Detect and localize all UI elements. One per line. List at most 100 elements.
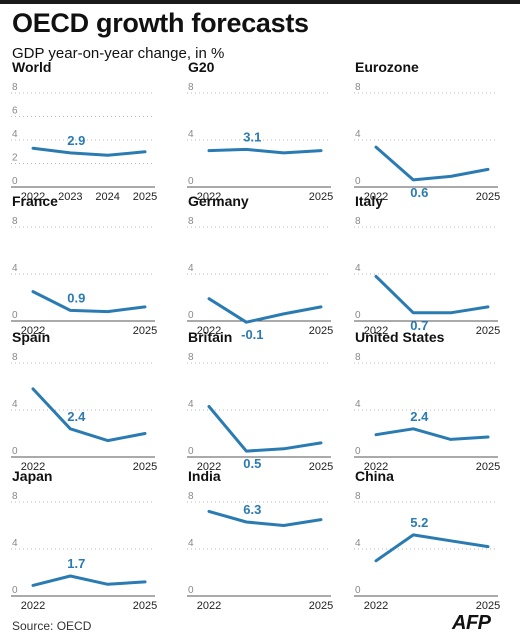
united-states-panel-title: United States	[355, 329, 445, 345]
india-ytick-label: 0	[188, 585, 194, 596]
eurozone-series-line	[374, 145, 490, 182]
g20-value-label: 3.1	[243, 129, 261, 144]
united-states-ytick-label: 8	[355, 352, 361, 363]
japan-ytick-label: 4	[12, 538, 18, 549]
eurozone-xtick-label: 2025	[476, 191, 500, 203]
eurozone-xtick-label: 2022	[364, 191, 388, 203]
japan-xtick-label: 2025	[133, 600, 157, 612]
spain-xtick-label: 2022	[21, 461, 45, 473]
world-xtick-label: 2025	[133, 191, 157, 203]
britain-panel-title: Britain	[188, 329, 232, 345]
britain-series-line	[207, 405, 323, 453]
france-series-line	[31, 290, 147, 314]
britain-xtick-label: 2025	[309, 461, 333, 473]
china-xtick-label: 2022	[364, 600, 388, 612]
japan-series-line	[31, 574, 147, 587]
india-series-line	[207, 509, 323, 527]
china-series-line	[374, 533, 490, 563]
germany-ytick-label: 8	[188, 216, 194, 227]
world-ytick-label: 8	[12, 82, 18, 93]
germany-ytick-label: 0	[188, 310, 194, 321]
world-ytick-label: 0	[12, 176, 18, 187]
germany-ytick-label: 4	[188, 263, 194, 274]
france-ytick-label: 0	[12, 310, 18, 321]
france-panel-title: France	[12, 193, 58, 209]
india-value-label: 6.3	[243, 502, 261, 517]
italy-panel-title: Italy	[355, 193, 383, 209]
france-ytick-label: 4	[12, 263, 18, 274]
united-states-xtick-label: 2022	[364, 461, 388, 473]
france-xtick-label: 2025	[133, 325, 157, 337]
france-value-label: 0.9	[67, 290, 85, 305]
japan-value-label: 1.7	[67, 556, 85, 571]
india-ytick-label: 8	[188, 491, 194, 502]
italy-series-line	[374, 274, 490, 315]
britain-xtick-label: 2022	[197, 461, 221, 473]
italy-ytick-label: 8	[355, 216, 361, 227]
india-xtick-label: 2025	[309, 600, 333, 612]
g20-ytick-label: 4	[188, 129, 194, 140]
germany-series-line	[207, 297, 323, 324]
italy-ytick-label: 0	[355, 310, 361, 321]
world-xtick-label: 2023	[58, 191, 82, 203]
world-ytick-label: 6	[12, 106, 18, 117]
china-xtick-label: 2025	[476, 600, 500, 612]
france-xtick-label: 2022	[21, 325, 45, 337]
britain-ytick-label: 4	[188, 399, 194, 410]
spain-series-line	[31, 387, 147, 443]
spain-value-label: 2.4	[67, 409, 86, 424]
united-states-ytick-label: 4	[355, 399, 361, 410]
britain-ytick-label: 0	[188, 446, 194, 457]
world-xtick-label: 2022	[21, 191, 45, 203]
india-ytick-label: 4	[188, 538, 194, 549]
source-note: Source: OECD	[12, 619, 92, 633]
italy-value-label: 0.7	[410, 318, 428, 333]
eurozone-ytick-label: 4	[355, 129, 361, 140]
g20-ytick-label: 0	[188, 176, 194, 187]
italy-xtick-label: 2022	[364, 325, 388, 337]
chart-subtitle: GDP year-on-year change, in %	[12, 45, 225, 62]
spain-ytick-label: 0	[12, 446, 18, 457]
india-panel-title: India	[188, 468, 221, 484]
world-series-line	[31, 146, 147, 157]
top-rule	[0, 0, 520, 4]
g20-ytick-label: 8	[188, 82, 194, 93]
germany-xtick-label: 2022	[197, 325, 221, 337]
eurozone-panel-title: Eurozone	[355, 59, 419, 75]
britain-value-label: 0.5	[243, 456, 261, 471]
japan-ytick-label: 0	[12, 585, 18, 596]
japan-xtick-label: 2022	[21, 600, 45, 612]
germany-panel-title: Germany	[188, 193, 249, 209]
france-ytick-label: 8	[12, 216, 18, 227]
world-value-label: 2.9	[67, 133, 85, 148]
united-states-value-label: 2.4	[410, 409, 429, 424]
g20-series-line	[207, 147, 323, 155]
united-states-xtick-label: 2025	[476, 461, 500, 473]
japan-panel-title: Japan	[12, 468, 52, 484]
world-ytick-label: 2	[12, 153, 18, 164]
italy-ytick-label: 4	[355, 263, 361, 274]
britain-ytick-label: 8	[188, 352, 194, 363]
world-xtick-label: 2024	[95, 191, 119, 203]
spain-xtick-label: 2025	[133, 461, 157, 473]
germany-value-label: -0.1	[241, 327, 263, 342]
japan-ytick-label: 8	[12, 491, 18, 502]
g20-panel-title: G20	[188, 59, 215, 75]
germany-xtick-label: 2025	[309, 325, 333, 337]
united-states-ytick-label: 0	[355, 446, 361, 457]
eurozone-ytick-label: 8	[355, 82, 361, 93]
china-ytick-label: 8	[355, 491, 361, 502]
spain-ytick-label: 4	[12, 399, 18, 410]
italy-xtick-label: 2025	[476, 325, 500, 337]
china-ytick-label: 4	[355, 538, 361, 549]
world-panel-title: World	[12, 59, 51, 75]
eurozone-value-label: 0.6	[410, 185, 428, 200]
world-ytick-label: 4	[12, 129, 18, 140]
china-value-label: 5.2	[410, 515, 428, 530]
g20-xtick-label: 2022	[197, 191, 221, 203]
g20-xtick-label: 2025	[309, 191, 333, 203]
afp-logo: AFP	[452, 612, 491, 634]
united-states-series-line	[374, 427, 490, 441]
chart-title: OECD growth forecasts	[12, 8, 309, 38]
